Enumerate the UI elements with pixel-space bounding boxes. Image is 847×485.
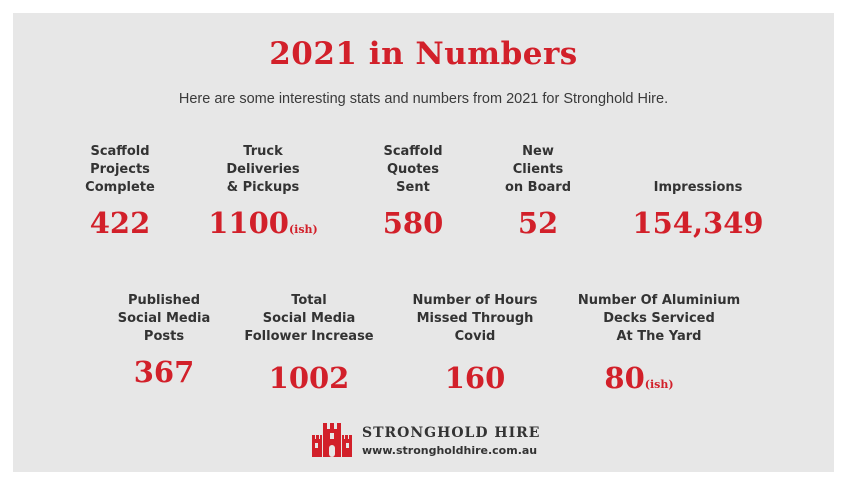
stat-value: 160 bbox=[444, 361, 506, 395]
stat-value: 1002 bbox=[268, 361, 350, 395]
stat-value: 580 bbox=[382, 206, 444, 240]
stat-label: Number of Hours Missed Through Covid bbox=[412, 293, 538, 344]
infographic-card bbox=[13, 13, 834, 472]
stat-truck-deliveries: Truck Deliveries & Pickups 1100(ish) bbox=[208, 143, 318, 247]
stat-aluminium-decks: Number Of Aluminium Decks Serviced At Th… bbox=[566, 292, 752, 402]
stat-new-clients: New Clients on Board 52 bbox=[488, 143, 588, 247]
stat-label: Number Of Aluminium Decks Serviced At Th… bbox=[577, 293, 741, 344]
stat-value: 422 bbox=[89, 206, 151, 240]
castle-icon bbox=[312, 423, 352, 457]
page-title: 2021 in Numbers bbox=[269, 36, 578, 72]
stat-value: 367 bbox=[133, 355, 195, 389]
stat-label: Scaffold Quotes Sent bbox=[383, 144, 443, 195]
stat-label: Truck Deliveries & Pickups bbox=[226, 144, 300, 195]
stat-value: 154,349 bbox=[632, 206, 764, 240]
stat-label: Total Social Media Follower Increase bbox=[244, 293, 374, 344]
stat-value: 52 bbox=[517, 206, 559, 240]
stat-scaffold-quotes: Scaffold Quotes Sent 580 bbox=[362, 143, 464, 247]
stat-label: Published Social Media Posts bbox=[117, 293, 211, 344]
stat-hours-missed: Number of Hours Missed Through Covid 160 bbox=[400, 292, 550, 402]
stat-scaffold-projects: Scaffold Projects Complete 422 bbox=[68, 143, 172, 247]
stat-follower-increase: Total Social Media Follower Increase 100… bbox=[232, 292, 386, 402]
stat-label: Impressions bbox=[653, 180, 743, 195]
stat-label: New Clients on Board bbox=[504, 144, 572, 195]
page-subtitle: Here are some interesting stats and numb… bbox=[178, 91, 669, 107]
stat-label: Scaffold Projects Complete bbox=[85, 144, 155, 195]
stat-impressions: Impressions 154,349 bbox=[618, 143, 778, 247]
brand-name: STRONGHOLD HIRE bbox=[362, 425, 541, 441]
website-link[interactable]: www.strongholdhire.com.au bbox=[362, 444, 538, 457]
stat-social-posts: Published Social Media Posts 367 bbox=[103, 292, 225, 396]
stat-value: 80(ish) bbox=[604, 361, 674, 395]
stat-value: 1100(ish) bbox=[208, 206, 318, 240]
